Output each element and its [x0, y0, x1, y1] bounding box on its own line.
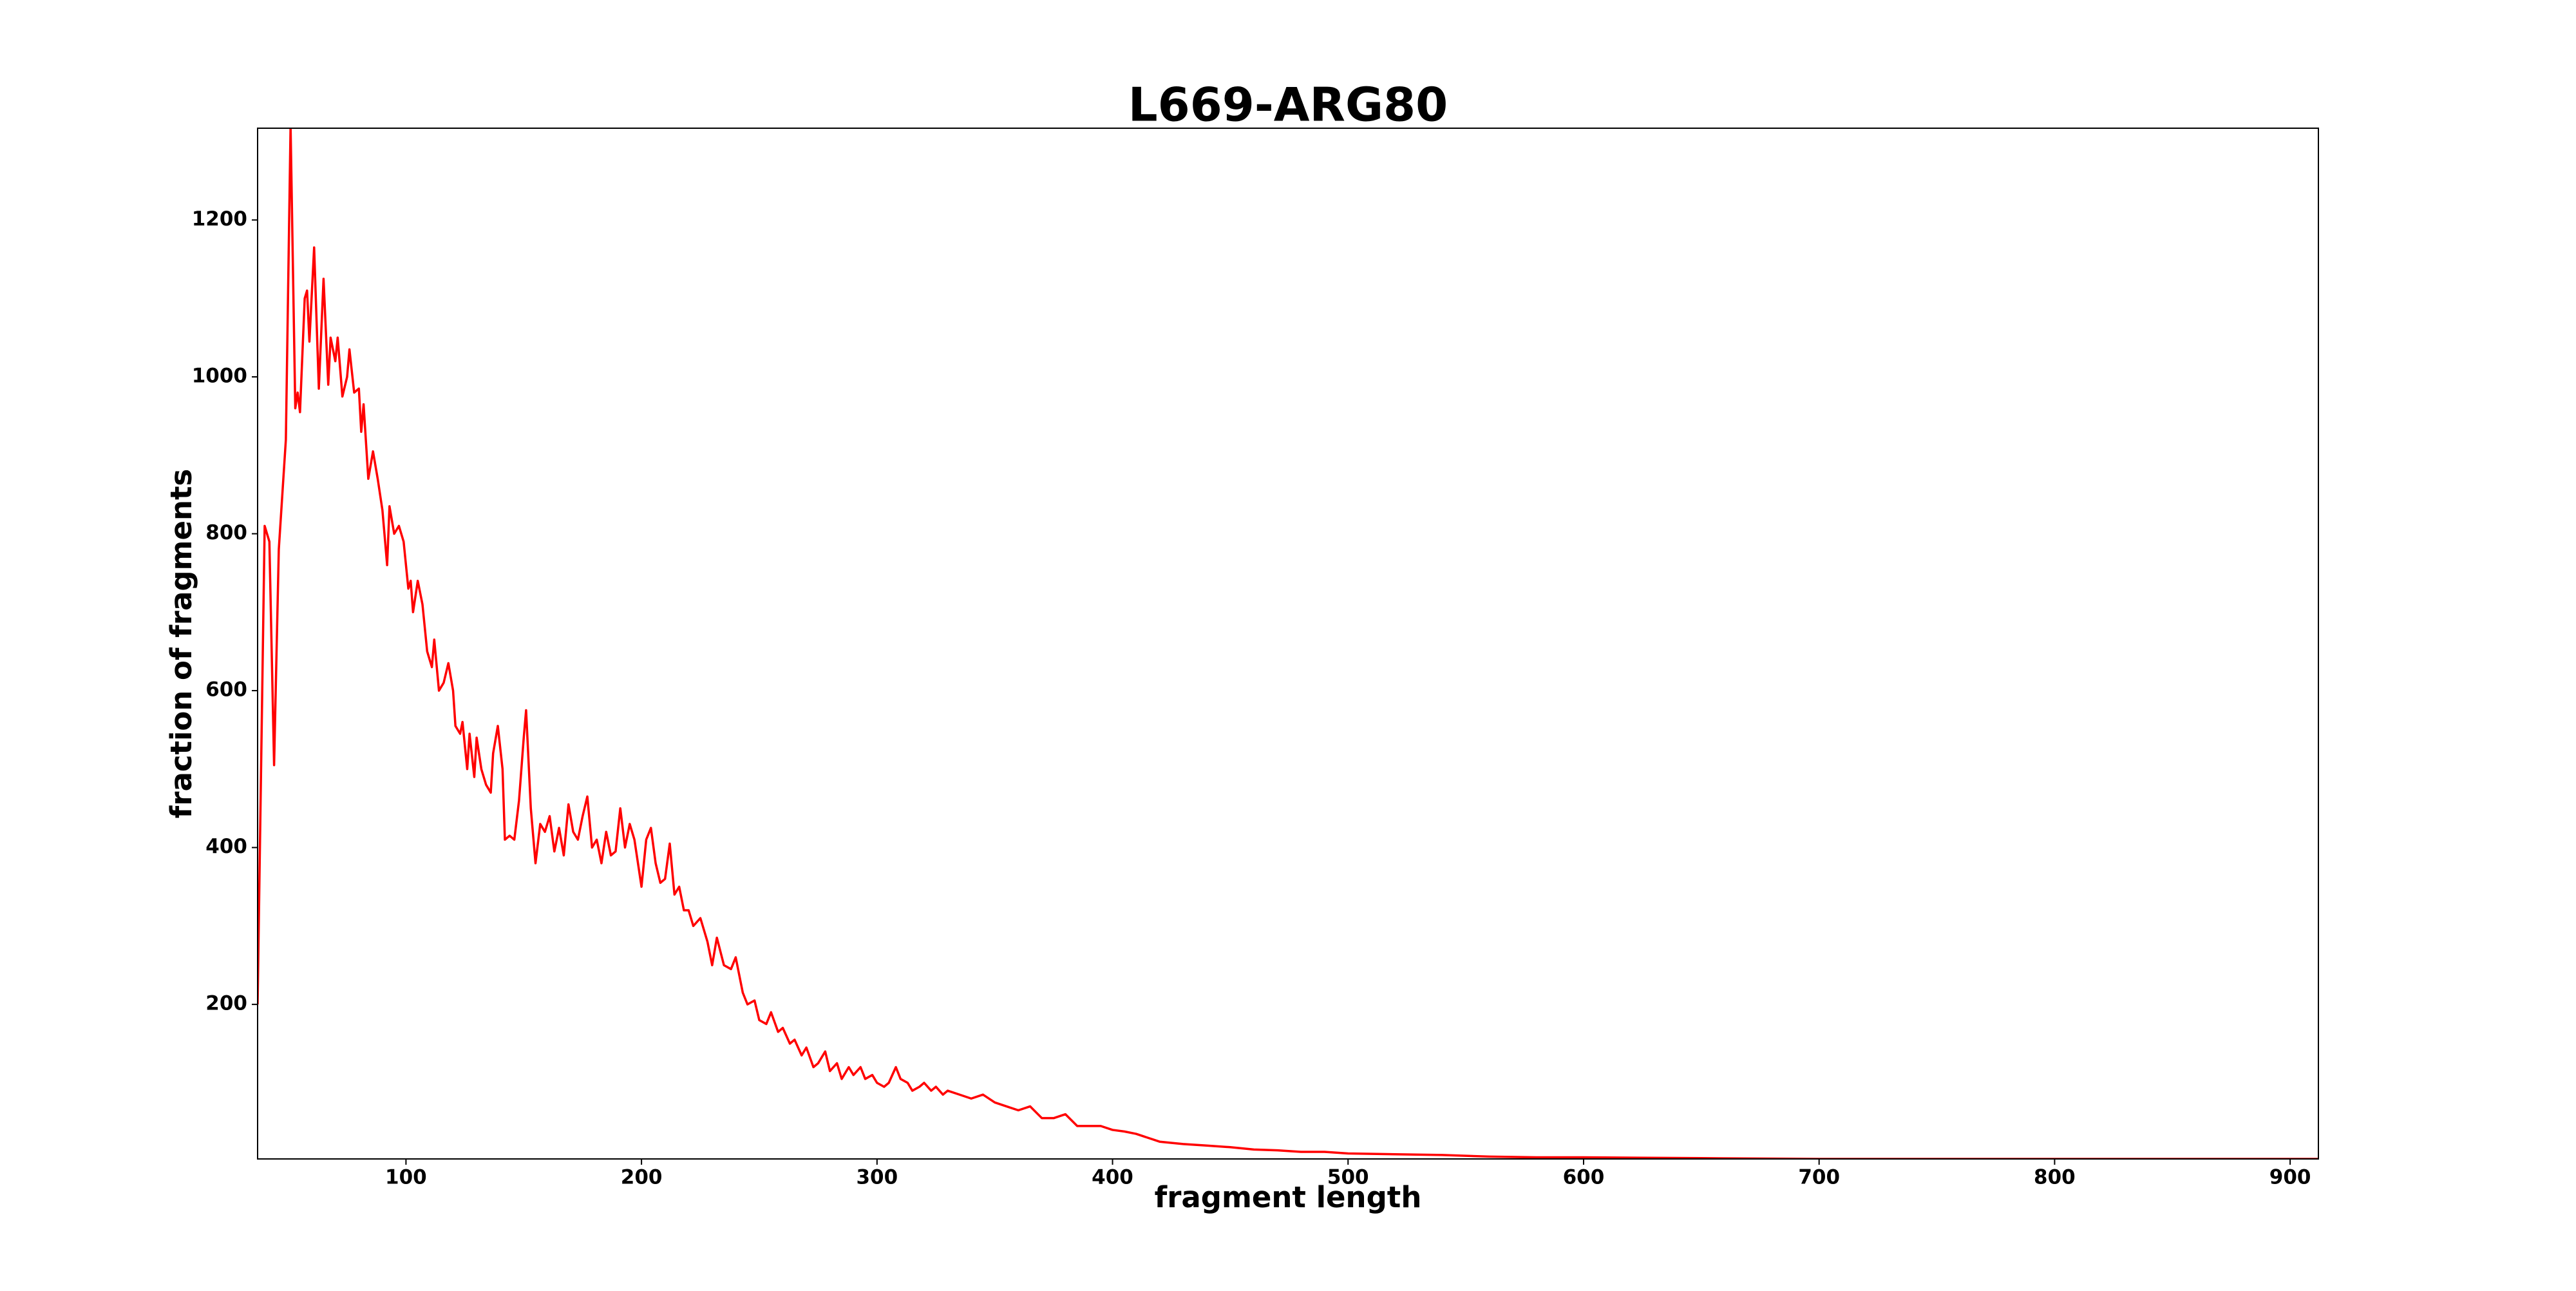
- x-tick-label: 100: [385, 1166, 427, 1189]
- x-tick-label: 900: [2269, 1166, 2311, 1189]
- x-tick-label: 200: [621, 1166, 663, 1189]
- x-tick-label: 700: [1798, 1166, 1840, 1189]
- y-tick-label: 800: [205, 521, 247, 544]
- x-tick-label: 500: [1327, 1166, 1369, 1189]
- y-tick-label: 600: [205, 678, 247, 702]
- x-tick-label: 300: [856, 1166, 898, 1189]
- y-tick-label: 400: [205, 835, 247, 858]
- y-axis-label: fraction of fragments: [164, 469, 198, 819]
- y-tick-label: 1000: [192, 364, 247, 387]
- plot-frame: [257, 128, 2319, 1160]
- y-tick-label: 1200: [192, 207, 247, 231]
- x-tick-label: 400: [1092, 1166, 1133, 1189]
- data-line: [258, 128, 2318, 1159]
- x-axis-label: fragment length: [1155, 1180, 1422, 1214]
- x-tick-label: 800: [2034, 1166, 2076, 1189]
- y-tick-label: 200: [205, 992, 247, 1015]
- x-tick-label: 600: [1563, 1166, 1605, 1189]
- chart-title: L669-ARG80: [1128, 78, 1448, 132]
